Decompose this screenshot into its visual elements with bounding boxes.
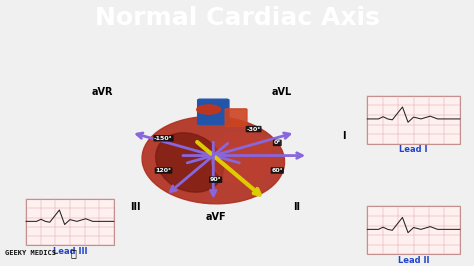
Text: -150°: -150° [154,136,173,141]
Text: III: III [130,202,140,212]
Text: II: II [293,202,300,212]
FancyBboxPatch shape [198,99,229,124]
Text: Lead II: Lead II [398,256,429,265]
Text: aVF: aVF [205,211,226,222]
Text: GEEKY MEDICS: GEEKY MEDICS [5,250,56,256]
Bar [26,199,114,245]
FancyBboxPatch shape [225,109,247,126]
Ellipse shape [211,132,273,183]
Text: 0°: 0° [273,140,281,146]
Text: 🧠: 🧠 [71,248,76,258]
Ellipse shape [155,133,224,192]
Bar [367,206,460,255]
Text: 120°: 120° [155,168,172,173]
Text: Lead III: Lead III [53,247,87,256]
Text: Normal Cardiac Axis: Normal Cardiac Axis [94,6,380,30]
Text: Lead I: Lead I [399,145,428,154]
Text: aVR: aVR [91,87,113,97]
Ellipse shape [142,117,284,204]
Bar [367,96,460,144]
Text: 60°: 60° [272,168,283,173]
Text: aVL: aVL [272,87,292,97]
Text: -30°: -30° [246,127,261,132]
Text: I: I [342,131,346,141]
Ellipse shape [197,105,220,114]
Text: 90°: 90° [210,177,221,182]
